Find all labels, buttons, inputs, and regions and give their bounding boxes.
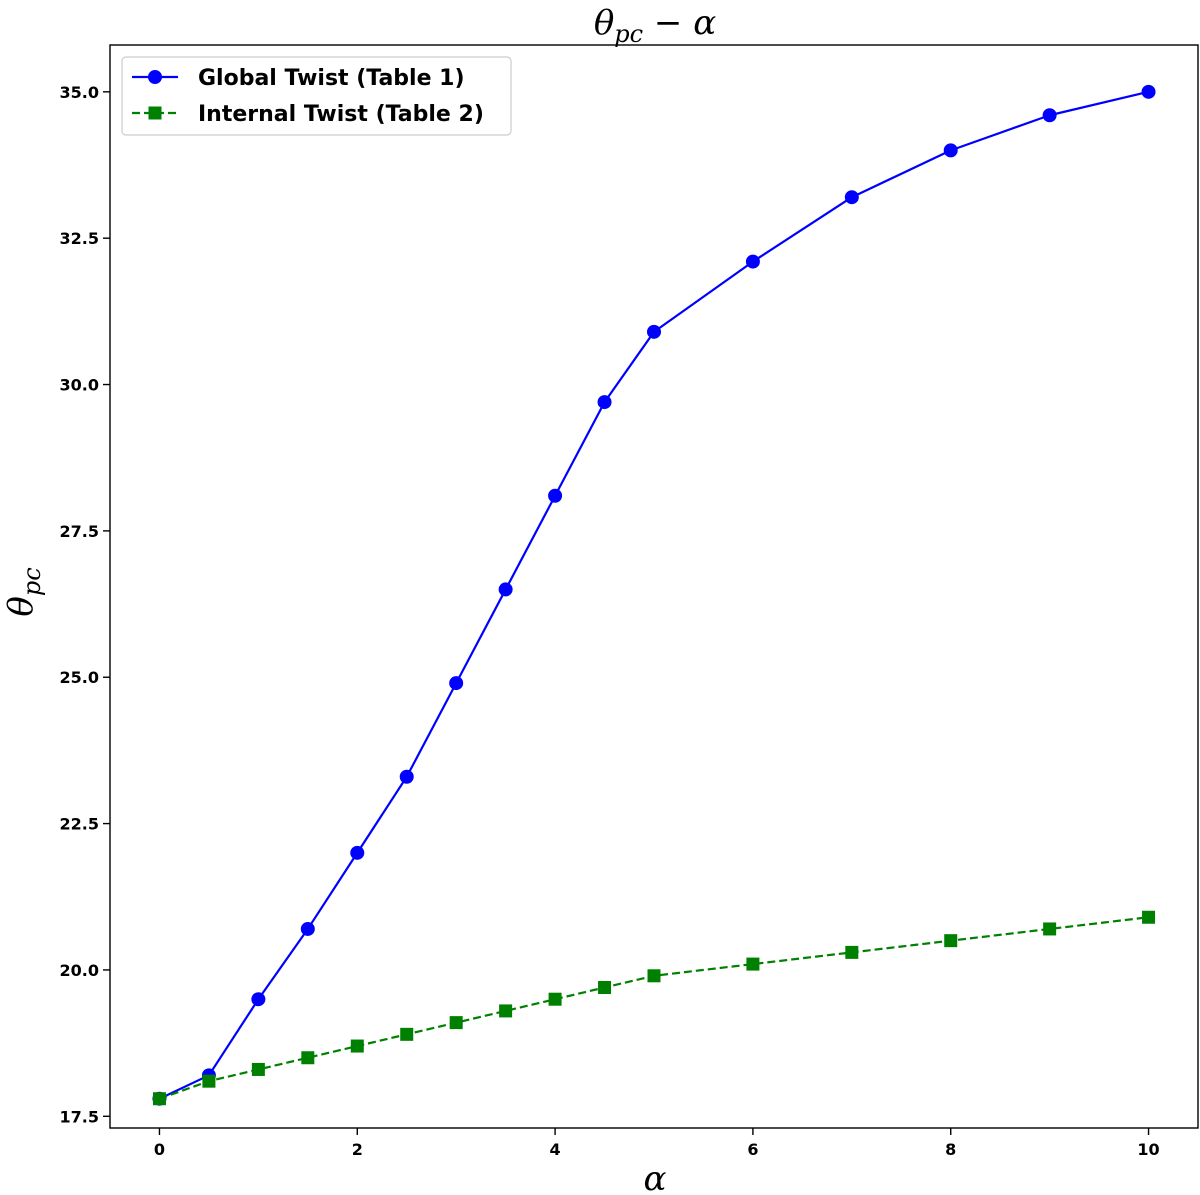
data-point [350,845,365,860]
data-point [400,1027,414,1041]
y-tick-label: 22.5 [60,815,99,834]
x-axis-label: α [644,1159,667,1195]
plot-area-frame [109,44,1199,1129]
y-axis: 17.5 20.0 22.5 25.0 27.5 30.0 32.5 35.0 [60,83,110,1126]
x-tick-label: 6 [747,1140,758,1159]
data-point [1142,910,1156,924]
series-line [158,90,1149,1100]
y-axis-label: θpc [1,567,46,616]
data-point [499,1004,513,1018]
data-point [251,1062,265,1076]
chart-title-main: θ [594,3,614,43]
data-point [647,324,661,339]
series-2 [152,910,1156,1106]
chart-title: θpc − α [594,3,716,48]
chart-title-sub: pc [614,20,643,48]
y-axis-label-main: θ [1,596,41,616]
data-point [202,1074,216,1088]
data-point [943,143,958,158]
y-axis-label-sub: pc [18,567,46,596]
y-tick-label: 35.0 [60,83,99,102]
x-tick-label: 2 [352,1140,363,1159]
data-point [251,992,266,1007]
data-point [647,969,661,983]
data-point [598,981,612,995]
data-point [1043,922,1057,936]
data-point [1042,108,1057,123]
data-point [746,957,760,971]
chart-title-rest: − α [643,3,716,43]
legend: Global Twist (Table 1) Internal Twist (Ta… [121,56,512,136]
data-point [498,582,513,597]
legend-box [121,56,512,136]
data-point [300,921,315,936]
y-tick-label: 27.5 [60,522,99,541]
data-point [548,488,563,503]
legend-label: Internal Twist (Table 2) [198,102,484,127]
data-point [944,934,958,948]
data-point [350,1039,364,1053]
y-tick-label: 30.0 [60,376,99,395]
x-tick-label: 0 [154,1140,165,1159]
data-point [597,395,612,410]
data-point [449,676,464,691]
legend-entry: Global Twist (Table 1) [132,66,465,91]
legend-marker [148,70,162,84]
legend-label: Global Twist (Table 1) [198,66,465,91]
series-layer [152,84,1156,1106]
legend-marker [148,106,162,120]
x-axis: 0 2 4 6 8 10 [154,1128,1160,1159]
data-point [548,992,562,1006]
y-tick-label: 32.5 [60,229,99,248]
data-point [449,1016,463,1030]
data-point [1141,84,1156,99]
data-point [152,1092,166,1106]
x-tick-label: 4 [550,1140,561,1159]
x-tick-label: 10 [1137,1140,1159,1159]
data-point [845,945,859,959]
legend-entry: Internal Twist (Table 2) [132,102,484,127]
x-tick-label: 8 [945,1140,956,1159]
y-tick-label: 17.5 [60,1107,99,1126]
series-line [159,916,1149,1100]
data-point [399,769,414,784]
data-point [844,190,859,205]
data-point [745,254,760,269]
y-tick-label: 20.0 [60,961,99,980]
y-tick-label: 25.0 [60,668,99,687]
series-1 [152,84,1156,1106]
data-point [301,1051,315,1065]
